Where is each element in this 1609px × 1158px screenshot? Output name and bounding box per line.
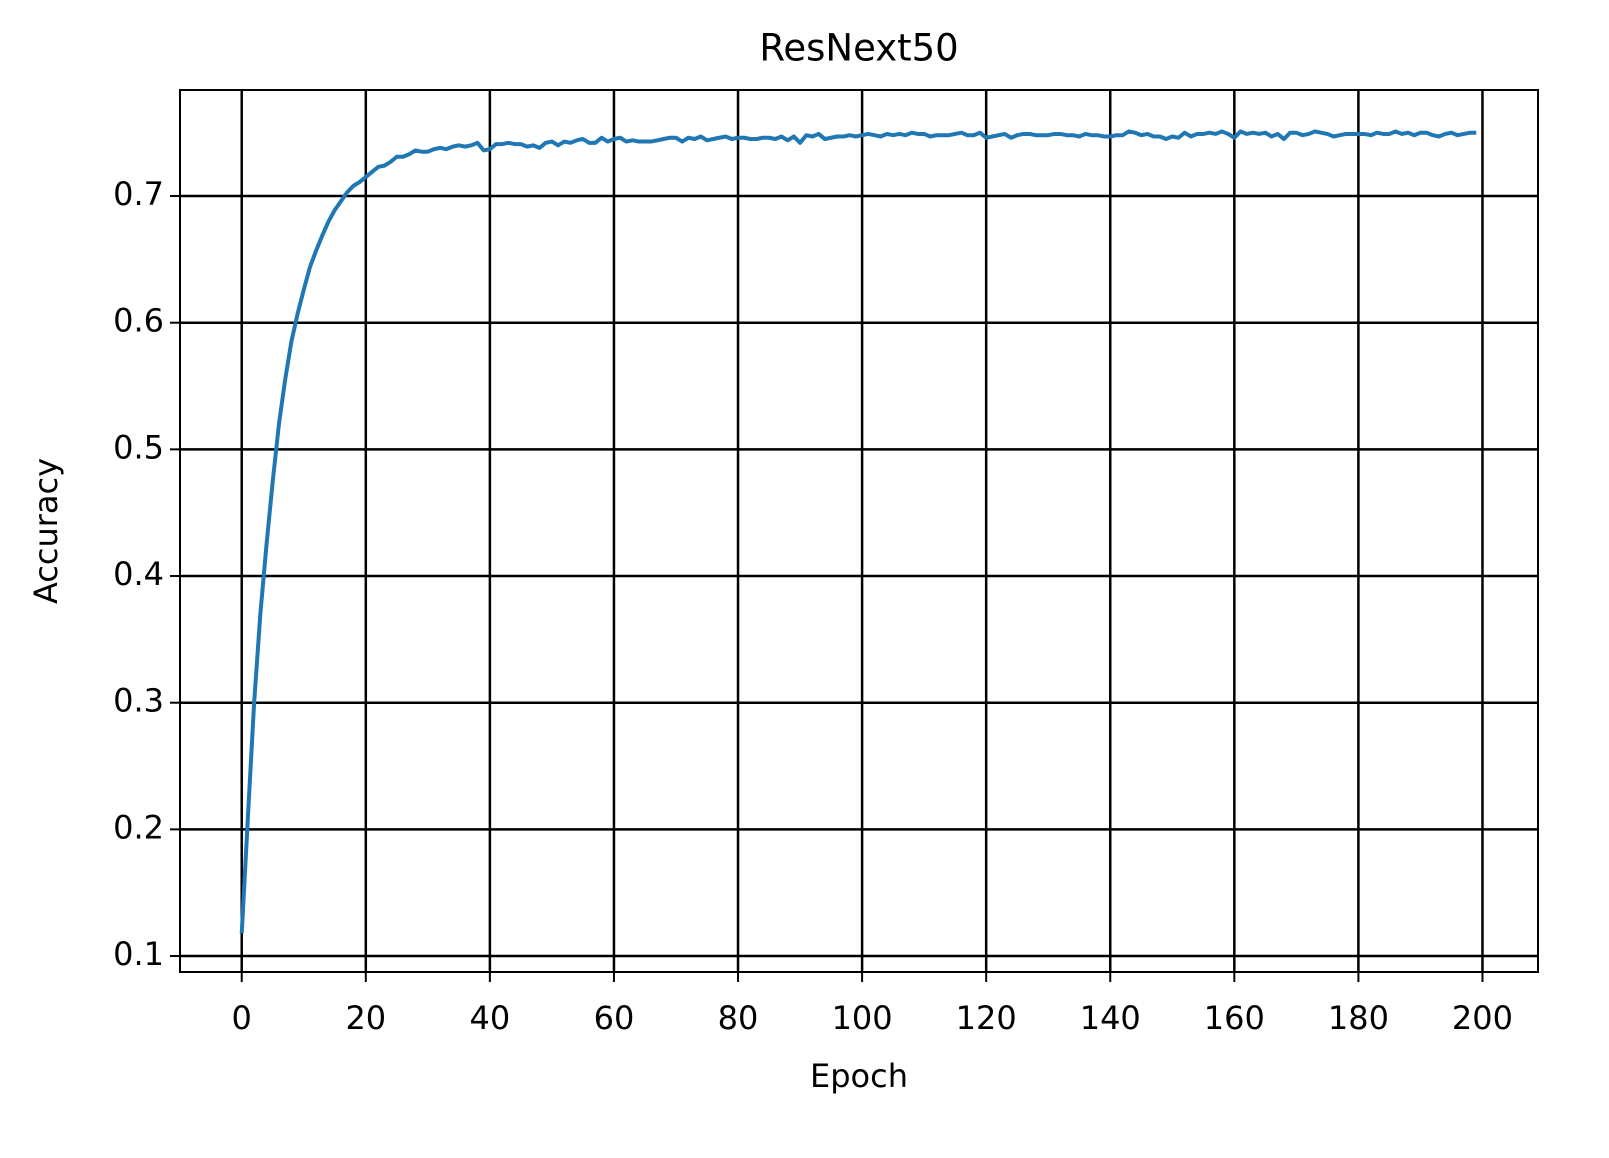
x-tick-label: 180: [1328, 999, 1389, 1037]
y-axis-label: Accuracy: [27, 458, 65, 604]
chart-title: ResNext50: [759, 27, 958, 70]
x-tick-label: 40: [470, 999, 511, 1037]
x-tick-label: 60: [594, 999, 635, 1037]
y-tick-label: 0.2: [113, 808, 164, 846]
y-tick-label: 0.7: [113, 175, 164, 213]
data-line: [239, 129, 1477, 934]
x-tick-label: 80: [718, 999, 759, 1037]
plot-frame: [179, 89, 1539, 973]
x-tick-label: 120: [956, 999, 1017, 1037]
y-tick-label: 0.6: [113, 302, 164, 340]
y-tick-label: 0.3: [113, 682, 164, 720]
x-tick-label: 0: [232, 999, 252, 1037]
x-tick-label: 20: [345, 999, 386, 1037]
x-axis-label: Epoch: [810, 1057, 908, 1095]
x-tick-label: 200: [1452, 999, 1513, 1037]
x-tick-label: 140: [1080, 999, 1141, 1037]
x-tick-label: 160: [1204, 999, 1265, 1037]
y-tick-label: 0.4: [113, 555, 164, 593]
y-tick-label: 0.1: [113, 935, 164, 973]
y-tick-label: 0.5: [113, 428, 164, 466]
x-tick-label: 100: [832, 999, 893, 1037]
